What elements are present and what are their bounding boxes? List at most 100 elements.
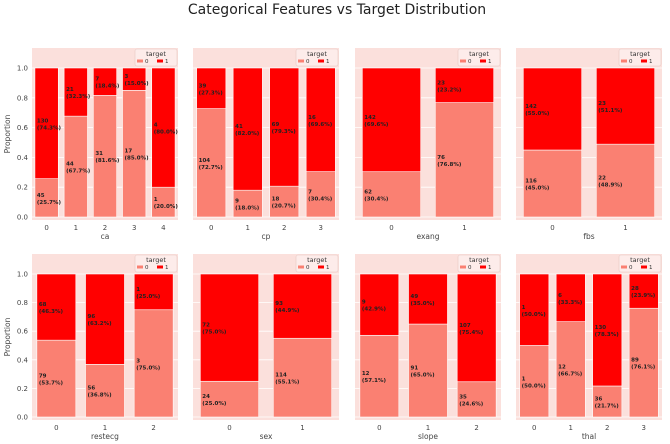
- bar-percent-label: (76.1%): [631, 365, 656, 371]
- bar-count-label: 68: [39, 302, 47, 308]
- bar-target-1: [305, 67, 336, 172]
- bar-target-1: [122, 67, 147, 91]
- subplot-exang: 62(30.4%) 142(69.6%) 0 76(76.8%) 23(23.2%) 1 e…: [355, 48, 501, 241]
- bar-target-0: [305, 171, 336, 218]
- y-tick-label: 1.0: [17, 271, 28, 279]
- bar-percent-label: (21.7%): [595, 403, 620, 409]
- bar-percent-label: (81.6%): [95, 158, 120, 164]
- x-tick-label: 0: [550, 224, 554, 232]
- bar-percent-label: (55.0%): [525, 111, 550, 117]
- bar-percent-label: (55.1%): [275, 380, 300, 386]
- legend-label-0: 0: [145, 265, 149, 271]
- legend-box: [457, 254, 501, 273]
- bar-count-label: 142: [525, 104, 537, 110]
- bar-target-1: [272, 273, 332, 339]
- legend-box: [295, 254, 339, 273]
- bar-percent-label: (45.0%): [525, 186, 550, 192]
- bar-count-label: 56: [88, 386, 96, 392]
- legend-label-0: 0: [306, 59, 310, 65]
- bar-count-label: 3: [136, 358, 140, 364]
- bar-percent-label: (50.0%): [522, 312, 547, 318]
- x-tick-label: 0: [227, 424, 231, 432]
- bar-count-label: 130: [595, 325, 607, 331]
- bar-count-label: 41: [235, 124, 243, 130]
- legend-box: [618, 254, 662, 273]
- bar-target-1: [595, 67, 655, 145]
- x-tick-label: 1: [300, 424, 304, 432]
- bar-percent-label: (48.9%): [598, 183, 623, 189]
- x-axis-label: ca: [101, 232, 110, 241]
- bar-target-1: [151, 67, 176, 188]
- x-tick-label: 2: [151, 424, 155, 432]
- bar-count-label: 1: [522, 376, 526, 382]
- legend-label-1: 1: [165, 59, 169, 65]
- legend-label-1: 1: [165, 265, 169, 271]
- bar-percent-label: (25.7%): [37, 200, 62, 206]
- bar-percent-label: (78.3%): [595, 332, 620, 338]
- x-tick-label: 3: [132, 224, 136, 232]
- y-tick-label: 0.0: [17, 414, 28, 422]
- bar-target-0: [628, 307, 659, 418]
- bar-percent-label: (67.7%): [66, 169, 91, 175]
- legend-swatch-0: [621, 265, 627, 269]
- legend-label-1: 1: [488, 265, 492, 271]
- bar-count-label: 96: [88, 314, 96, 320]
- bar-target-1: [628, 273, 659, 309]
- y-tick-label: 0.4: [17, 356, 29, 364]
- x-axis-label: cp: [262, 232, 271, 241]
- bar-target-1: [34, 67, 59, 179]
- bar-target-0: [200, 380, 260, 418]
- x-tick-label: 4: [161, 224, 166, 232]
- x-tick-label: 1: [623, 224, 627, 232]
- x-tick-label: 1: [246, 224, 250, 232]
- bar-count-label: 24: [202, 394, 210, 400]
- bar-count-label: 9: [362, 300, 366, 306]
- legend-swatch-0: [298, 265, 304, 269]
- bar-percent-label: (53.7%): [39, 381, 64, 387]
- y-tick-label: 0.2: [17, 184, 28, 192]
- bar-target-0: [196, 108, 227, 218]
- bar-target-0: [408, 323, 448, 418]
- x-tick-label: 1: [426, 424, 430, 432]
- x-tick-label: 2: [474, 424, 478, 432]
- y-tick-label: 0.6: [17, 328, 29, 336]
- bar-count-label: 79: [39, 374, 47, 380]
- bar-count-label: 9: [235, 199, 239, 205]
- bar-count-label: 4: [154, 123, 158, 129]
- legend-swatch-1: [318, 59, 324, 63]
- x-axis-label: sex: [260, 432, 273, 441]
- bar-target-0: [269, 185, 300, 218]
- bar-percent-label: (25.0%): [136, 294, 161, 300]
- bar-count-label: 49: [411, 294, 419, 300]
- x-tick-label: 0: [389, 224, 393, 232]
- bar-target-1: [361, 67, 421, 173]
- bar-count-label: 18: [272, 197, 280, 203]
- legend-box: [457, 48, 501, 67]
- bar-count-label: 35: [459, 394, 467, 400]
- legend-title: target: [146, 50, 166, 58]
- bar-target-0: [522, 149, 582, 218]
- bar-target-1: [133, 273, 174, 311]
- bar-target-0: [232, 189, 263, 218]
- bar-target-1: [200, 273, 260, 382]
- bar-percent-label: (33.3%): [558, 300, 583, 306]
- bar-count-label: 45: [37, 193, 45, 199]
- subplot-restecg: 0.00.20.40.60.81.0Proportion79(53.7%)68(…: [3, 254, 178, 441]
- legend-label-0: 0: [629, 59, 633, 65]
- bar-percent-label: (82.0%): [235, 131, 260, 137]
- legend-label-1: 1: [488, 59, 492, 65]
- y-tick-label: 0.6: [17, 124, 29, 132]
- subplot-sex: 24(25.0%) 72(75.0%) 0 114(55.1%) 93(44.9%) 1 s…: [193, 254, 339, 441]
- legend-swatch-1: [157, 265, 163, 269]
- bar-percent-label: (36.8%): [88, 393, 113, 399]
- bar-percent-label: (75.0%): [202, 330, 227, 336]
- bar-percent-label: (57.1%): [362, 378, 387, 384]
- y-tick-label: 0.4: [17, 154, 29, 162]
- bar-count-label: 23: [598, 101, 606, 107]
